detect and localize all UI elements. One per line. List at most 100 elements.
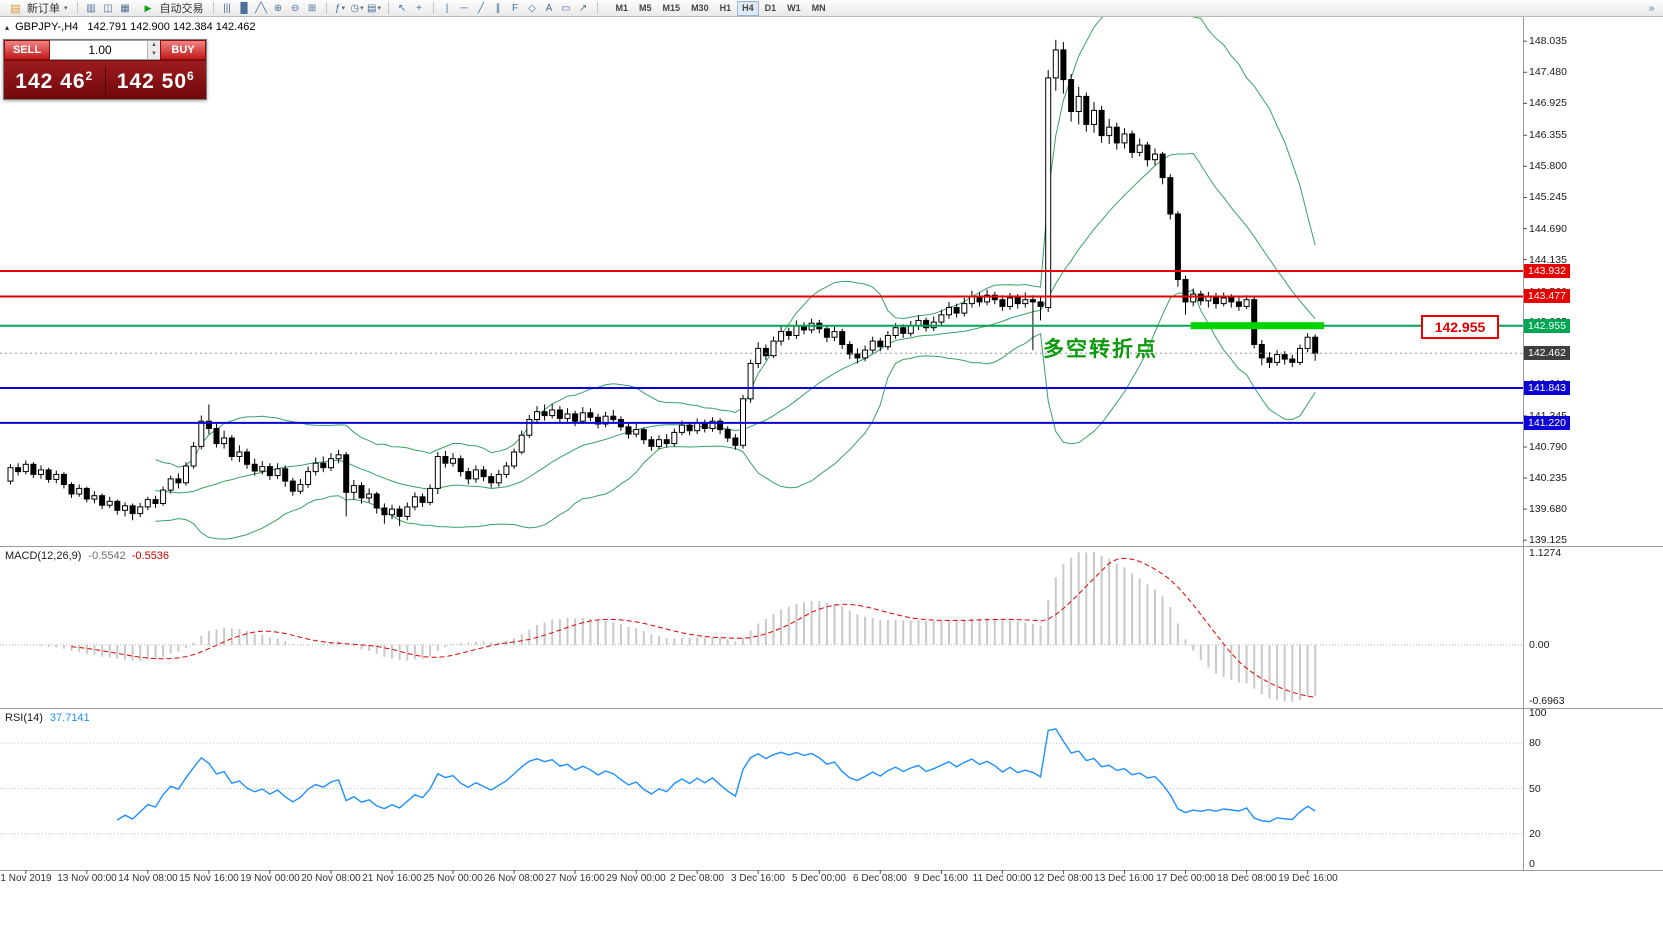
trend-segment[interactable] [1190,322,1325,330]
bar-chart-icon[interactable]: ||| [223,2,231,14]
crosshair-icon[interactable]: + [416,2,422,14]
timeframe-m15[interactable]: M15 [662,3,681,13]
axis-ticks [25,40,1527,874]
price-axis-label: 147.480 [1529,66,1567,78]
shapes-icon[interactable]: ◇ [528,2,536,14]
candlesticks [7,39,1319,526]
timeframe-m30[interactable]: M30 [691,3,709,13]
timeframe-m5[interactable]: M5 [639,3,652,13]
timeframe-mn[interactable]: MN [811,3,826,13]
price-axis-label: 146.355 [1529,129,1567,141]
time-axis-label: 19 Nov 00:00 [240,873,300,884]
tile-windows-icon[interactable]: ⊞ [307,2,317,14]
price-axis-label: 140.235 [1529,472,1567,484]
volume-input[interactable] [50,41,160,59]
time-axis-label: 26 Nov 08:00 [484,873,544,884]
price-axis-label: 144.690 [1529,223,1567,235]
price-axis-label: 146.925 [1529,97,1567,109]
price-axis-label: 145.800 [1529,160,1567,172]
autotrading-play-icon: ▶ [144,2,152,13]
price-axis-label: 145.245 [1529,191,1567,203]
toolbar-separator [325,2,327,14]
hline-price-badge: 142.955 [1524,319,1570,333]
timeframe-m1[interactable]: M1 [615,3,629,13]
time-axis-label: 19 Dec 16:00 [1278,873,1338,884]
equidistant-channel-icon[interactable]: ∥ [495,2,501,14]
timeframe-w1[interactable]: W1 [787,3,801,13]
toolbar-right-group: » [1643,1,1660,16]
macd-scale-max: 1.1274 [1529,547,1562,559]
vertical-line-icon[interactable]: | [445,2,449,14]
time-axis-label: 20 Nov 08:00 [301,873,361,884]
ohlc-readout: 142.791 142.900 142.384 142.462 [87,21,256,33]
timeframe-h1[interactable]: H1 [719,3,732,13]
chart-title-line: ▴ GBPJPY-,H4 142.791 142.900 142.384 142… [5,21,256,33]
bid-price-value: 142 462 [15,68,94,93]
oneclick-collapse-icon[interactable]: ▴ [5,23,10,32]
candlestick-chart-icon[interactable]: ▐▌ [236,2,252,14]
time-axis-label: 13 Nov 00:00 [57,873,117,884]
templates-icon[interactable]: ▤ ▾ [367,2,381,14]
bid-price[interactable]: 142 462 [4,65,106,95]
toolbar-overflow-icon[interactable]: » [1648,2,1655,14]
time-axis-label: 2 Dec 08:00 [670,873,724,884]
rsi-header: RSI(14) 37.7141 [5,712,90,724]
text-label-icon[interactable]: ▭ [561,2,571,14]
time-axis-label: 18 Dec 08:00 [1217,873,1277,884]
bid-ask-row: 142 462 142 506 [4,61,206,99]
time-axis-label: 1 Nov 2019 [0,873,52,884]
macd-histogram [17,552,1317,702]
cursor-icon[interactable]: ↖ [397,2,407,14]
toolbar-separator [596,2,598,14]
rsi-name: RSI(14) [5,712,43,724]
indicators-icon[interactable]: ƒ ▾ [334,2,346,14]
time-axis-label: 15 Nov 16:00 [179,873,239,884]
volume-down-icon[interactable]: ▼ [148,50,160,59]
timeframe-h4[interactable]: H4 [737,0,759,16]
chart-annotation-text: 多空转折点 [1043,338,1158,361]
ask-price[interactable]: 142 506 [106,66,207,95]
sell-button[interactable]: SELL [4,40,50,60]
buy-button[interactable]: BUY [160,40,206,60]
time-axis-label: 14 Nov 08:00 [118,873,178,884]
terminal-icon[interactable]: ▦ [120,2,130,14]
toolbar-separator [432,2,434,14]
rsi-scale-label: 20 [1529,828,1541,840]
new-order-caret-icon: ▾ [64,5,68,12]
arrow-objects-icon[interactable]: ↗ [578,2,588,14]
price-axis-label: 140.790 [1529,441,1567,453]
periods-icon[interactable]: ◷ ▾ [350,2,364,14]
rsi-value: 37.7141 [49,712,90,724]
hline-price-badge: 141.843 [1524,381,1570,395]
fibonacci-icon[interactable]: F [511,2,519,14]
time-axis-label: 3 Dec 16:00 [731,873,785,884]
new-order-button[interactable]: ▤ 新订单 ▾ [3,1,72,16]
volume-box: ▲ ▼ [50,40,160,60]
timeframe-d1[interactable]: D1 [764,3,777,13]
toolbar-separator [212,2,214,14]
autotrading-button[interactable]: ▶ 自动交易 [136,1,208,16]
line-chart-icon[interactable]: ╱╲ [254,2,268,14]
time-axis-label: 13 Dec 16:00 [1094,873,1154,884]
panel-separators [0,17,1663,871]
horizontal-line-icon[interactable]: ─ [460,2,468,14]
price-axis-label: 139.680 [1529,503,1567,515]
text-icon[interactable]: A [545,2,553,14]
volume-up-icon[interactable]: ▲ [148,41,160,50]
price-axis-label: 139.125 [1529,534,1567,546]
macd-signal-value: -0.5536 [131,550,170,562]
time-axis-label: 11 Dec 00:00 [972,873,1032,884]
zoom-out-icon[interactable]: ⊖ [290,2,300,14]
macd-name: MACD(12,26,9) [5,550,82,562]
rsi-scale-label: 100 [1529,707,1547,719]
zoom-in-icon[interactable]: ⊕ [273,2,283,14]
trendline-icon[interactable]: ╱ [478,2,485,14]
navigator-icon[interactable]: ◫ [103,2,113,14]
new-order-icon: ▤ [10,2,21,15]
price-tag-box[interactable]: 142.955 [1421,315,1499,339]
market-watch-icon[interactable]: ▥ [86,2,96,14]
one-click-controls-row: SELL ▲ ▼ BUY [4,40,206,61]
timeframe-toolbar: M1 M5 M15 M30 H1 H4 D1 W1 MN [611,0,831,16]
